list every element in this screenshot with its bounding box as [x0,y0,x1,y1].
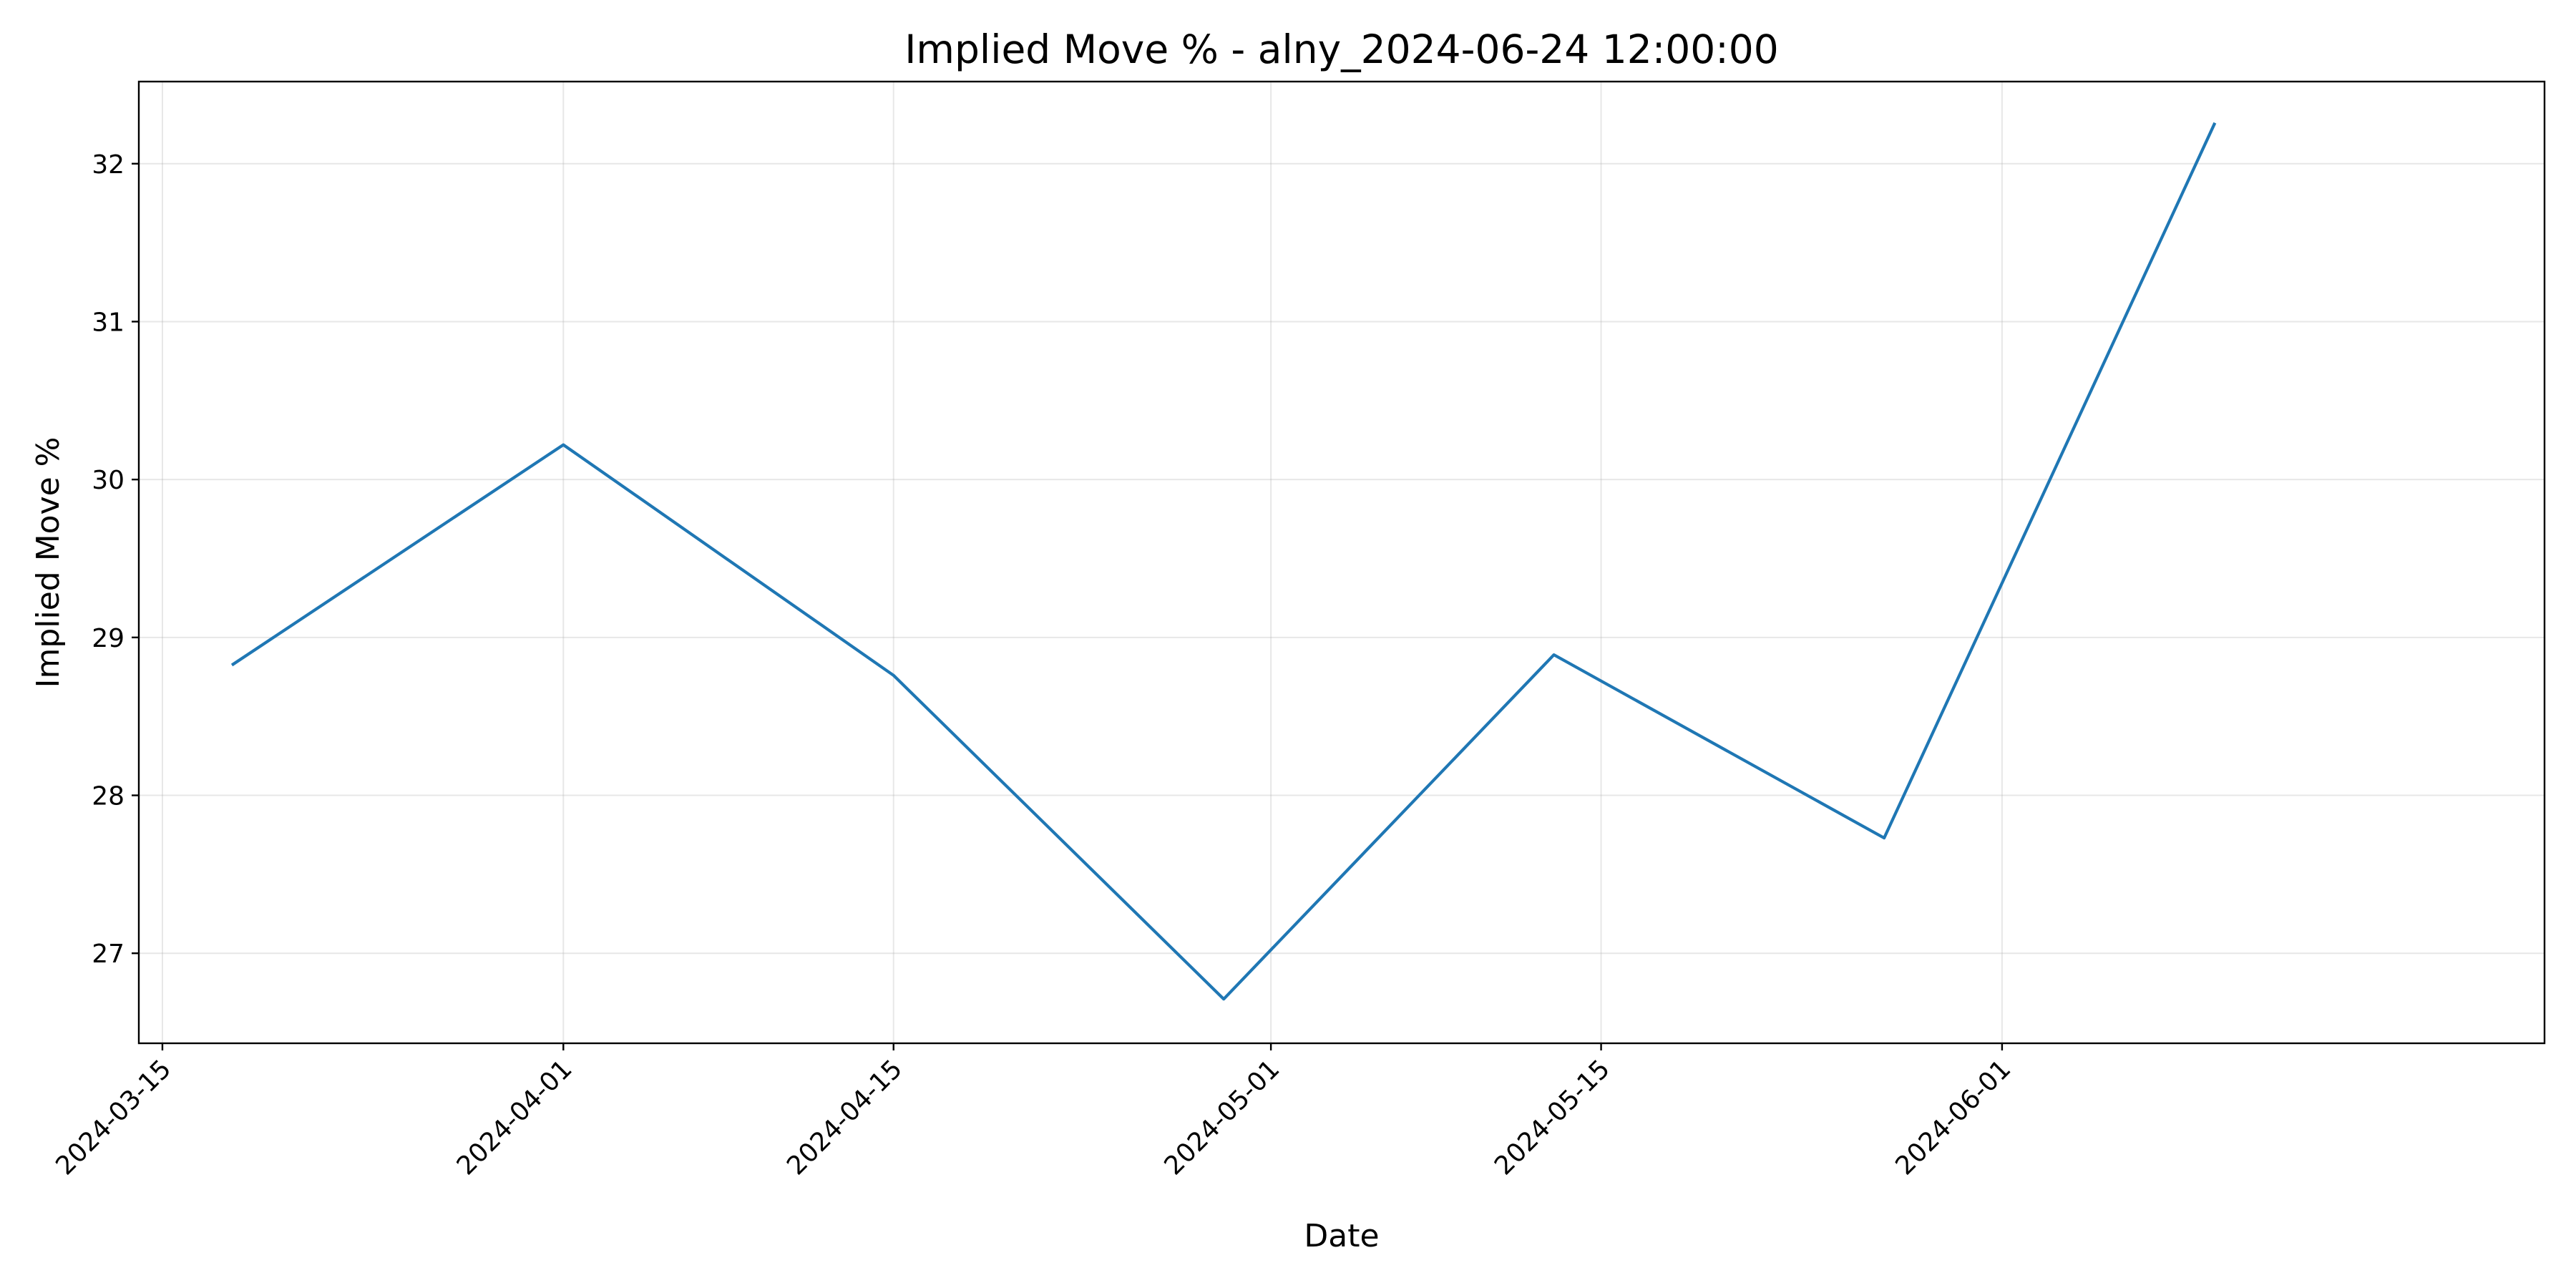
series-layer [230,122,2217,1001]
y-axis-title: Implied Move % [30,437,67,688]
y-tick-label: 30 [92,466,125,495]
y-tick-label: 27 [92,940,125,969]
y-tick-label: 31 [92,308,125,337]
series-line [230,122,2217,1001]
x-axis-title: Date [1304,1218,1379,1254]
y-tick-label: 28 [92,782,125,811]
y-tick-label: 29 [92,624,125,653]
plot-frame [137,80,2546,1045]
chart-title: Implied Move % - alny_2024-06-24 12:00:0… [904,26,1779,72]
y-tick-label: 32 [92,150,125,180]
grid-layer [139,82,2545,1043]
